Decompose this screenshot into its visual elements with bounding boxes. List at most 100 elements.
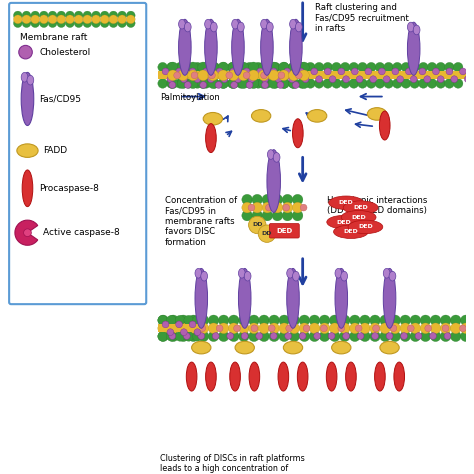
Circle shape (410, 76, 417, 82)
Circle shape (208, 70, 219, 81)
Circle shape (227, 333, 234, 339)
Circle shape (254, 63, 263, 72)
Circle shape (100, 19, 109, 27)
Circle shape (392, 68, 399, 75)
Circle shape (356, 325, 362, 332)
Circle shape (292, 210, 303, 221)
Circle shape (258, 62, 269, 73)
Circle shape (380, 315, 391, 326)
Circle shape (415, 333, 422, 339)
Circle shape (272, 194, 283, 205)
Ellipse shape (238, 268, 245, 278)
Circle shape (265, 204, 272, 211)
Circle shape (420, 331, 431, 342)
Circle shape (167, 62, 178, 73)
Ellipse shape (287, 268, 299, 328)
Ellipse shape (290, 19, 302, 75)
Ellipse shape (374, 362, 385, 391)
Circle shape (178, 315, 189, 326)
Circle shape (127, 15, 135, 24)
Circle shape (184, 315, 193, 325)
Circle shape (174, 72, 181, 79)
Text: DED: DED (276, 228, 292, 234)
Circle shape (262, 79, 272, 88)
Circle shape (158, 332, 167, 341)
Circle shape (218, 62, 228, 73)
Circle shape (357, 333, 364, 339)
Circle shape (461, 323, 471, 334)
Ellipse shape (334, 225, 368, 238)
Circle shape (256, 333, 263, 339)
Circle shape (158, 315, 167, 325)
Circle shape (168, 315, 179, 326)
Circle shape (450, 331, 461, 342)
Circle shape (175, 79, 185, 88)
Circle shape (401, 63, 411, 72)
Text: DD: DD (262, 231, 272, 236)
Circle shape (91, 19, 100, 27)
Circle shape (372, 333, 378, 339)
Circle shape (445, 79, 454, 88)
Circle shape (280, 63, 289, 72)
Circle shape (31, 15, 39, 24)
Circle shape (208, 62, 219, 73)
Circle shape (410, 63, 419, 72)
Circle shape (178, 331, 189, 342)
Ellipse shape (327, 215, 362, 229)
Circle shape (278, 70, 289, 81)
Text: Cholesterol: Cholesterol (39, 48, 91, 56)
Circle shape (182, 325, 188, 332)
Circle shape (248, 76, 255, 82)
Circle shape (236, 79, 246, 88)
Circle shape (323, 63, 333, 72)
Ellipse shape (203, 112, 222, 125)
Circle shape (168, 331, 179, 342)
Circle shape (268, 62, 279, 73)
Circle shape (39, 15, 48, 24)
Circle shape (343, 333, 349, 339)
Circle shape (246, 82, 253, 88)
Circle shape (375, 79, 385, 88)
Circle shape (238, 70, 249, 81)
Circle shape (420, 323, 431, 334)
Circle shape (282, 202, 293, 213)
Text: Homotypic interactions
(DD and DED domains): Homotypic interactions (DD and DED domai… (327, 196, 427, 215)
Circle shape (198, 78, 209, 89)
Circle shape (277, 82, 284, 88)
Circle shape (410, 79, 419, 88)
Text: Raft clustering and
Fas/CD95 recruitment
in rafts: Raft clustering and Fas/CD95 recruitment… (315, 3, 409, 33)
Circle shape (183, 333, 190, 339)
Ellipse shape (179, 19, 185, 29)
Text: Active caspase-8: Active caspase-8 (43, 228, 119, 237)
Circle shape (289, 315, 300, 326)
Circle shape (259, 315, 269, 326)
Circle shape (438, 76, 444, 82)
Ellipse shape (201, 271, 208, 281)
Ellipse shape (235, 341, 255, 354)
Circle shape (210, 63, 219, 72)
Ellipse shape (22, 170, 33, 207)
Circle shape (271, 79, 281, 88)
Circle shape (248, 216, 266, 234)
Circle shape (410, 315, 421, 326)
Circle shape (299, 331, 310, 342)
Circle shape (338, 325, 345, 332)
Circle shape (166, 63, 176, 72)
Circle shape (242, 202, 253, 213)
Circle shape (332, 63, 341, 72)
Circle shape (285, 333, 292, 339)
Circle shape (338, 68, 345, 75)
Circle shape (188, 315, 199, 326)
Circle shape (397, 76, 403, 82)
Circle shape (243, 68, 250, 75)
Circle shape (100, 11, 109, 20)
Circle shape (238, 323, 249, 334)
Ellipse shape (184, 22, 191, 32)
Circle shape (314, 63, 324, 72)
Circle shape (460, 325, 466, 332)
Circle shape (39, 11, 48, 20)
Circle shape (339, 323, 350, 334)
Circle shape (430, 315, 441, 326)
Ellipse shape (383, 268, 390, 278)
Circle shape (198, 70, 209, 81)
